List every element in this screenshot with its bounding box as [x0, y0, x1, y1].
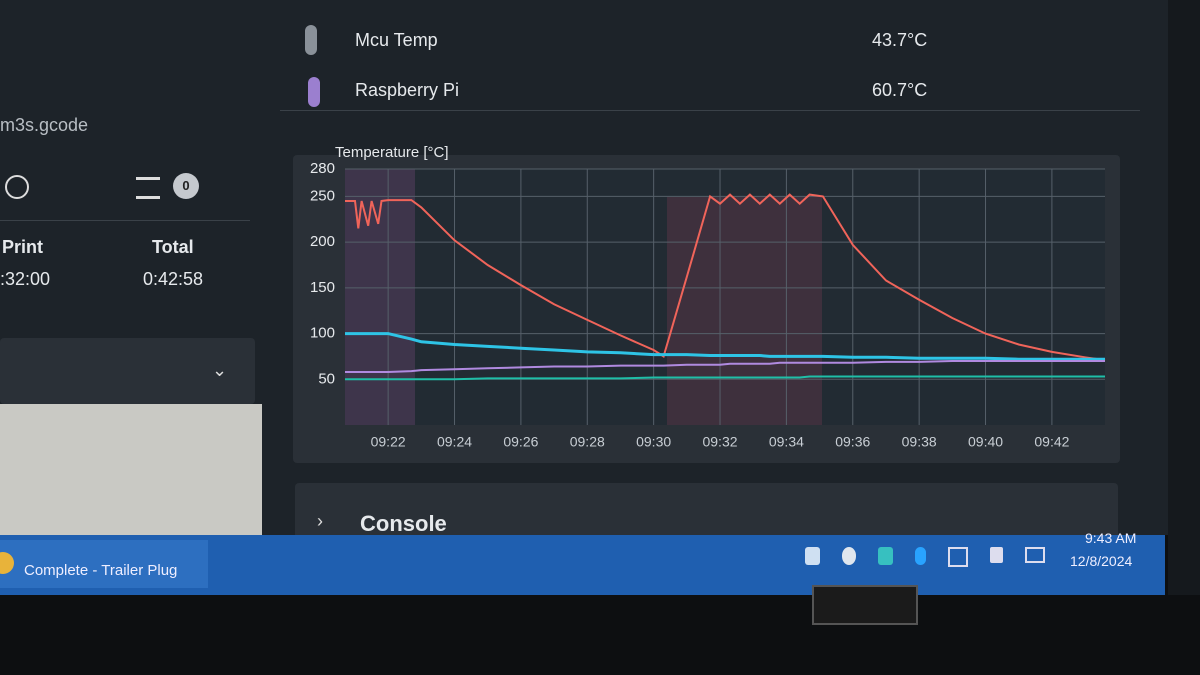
x-tick-label: 09:42: [1034, 434, 1069, 450]
y-tick-label: 280: [310, 160, 335, 177]
x-tick-label: 09:28: [570, 434, 605, 450]
temperature-line: [345, 360, 1105, 373]
screen: Mcu Temp 43.7°C Raspberry Pi 60.7°C m3s.…: [0, 0, 1170, 535]
time-label: Print: [2, 237, 44, 257]
y-tick-label: 250: [310, 187, 335, 204]
sensor-value: 60.7°C: [872, 80, 928, 100]
sensor-value: 43.7°C: [872, 30, 928, 50]
divider: [0, 220, 250, 221]
time-label: Total: [152, 237, 194, 257]
x-tick-label: 09:40: [968, 434, 1003, 450]
chevron: ›: [317, 511, 323, 531]
y-tick-label: 200: [310, 233, 335, 250]
clock-time-text: 9:43 AM: [1085, 530, 1137, 546]
monitor-notch: [812, 585, 918, 625]
temperature-line: [345, 375, 1105, 381]
y-tick-label: 100: [310, 325, 335, 342]
bezel: [1168, 0, 1200, 595]
taskbar: Complete - Trailer Plug 9:43 AM 12/8/202…: [0, 530, 1165, 595]
sensor-name: Mcu Temp: [355, 30, 438, 50]
taskbar-window[interactable]: Complete - Trailer Plug: [0, 540, 208, 588]
file-name: m3s.gcode: [0, 115, 89, 135]
x-tick-label: 09:38: [902, 434, 937, 450]
temperature-line: [345, 332, 1105, 361]
browser-icon: [0, 552, 14, 574]
queue-icon: [136, 177, 160, 199]
x-tick-label: 09:34: [769, 434, 804, 450]
tray-icons: [805, 547, 1045, 569]
clock-date-text: 12/8/2024: [1070, 553, 1133, 569]
x-tick-label: 09:26: [503, 434, 538, 450]
console-title: Console: [360, 511, 447, 535]
clock-time: 9:43 AM: [1085, 530, 1136, 546]
divider: [280, 110, 1140, 111]
y-tick-label: 50: [318, 370, 335, 387]
thermometer-icon: [308, 77, 320, 107]
x-tick-label: 09:22: [371, 434, 406, 450]
queue-count: 0: [173, 173, 199, 199]
status-panel: 0 Print :32:00 Total 0:42:58: [0, 165, 250, 305]
y-tick-label: 150: [310, 279, 335, 296]
chevron: ⌄: [212, 360, 228, 380]
chart-title: Temperature [°C]: [335, 144, 449, 161]
console-panel[interactable]: › Console: [295, 483, 1118, 535]
window-title: Complete - Trailer Plug: [24, 562, 178, 579]
x-tick-label: 09:24: [437, 434, 472, 450]
state-band: [667, 197, 822, 425]
time-value: :32:00: [0, 269, 51, 289]
temperature-chart: Temperature [°C] 50 100 150 200 250 280 09:22 09…: [310, 144, 1106, 450]
thermometer-icon: [305, 25, 317, 55]
time-value: 0:42:58: [143, 269, 204, 289]
x-tick-label: 09:32: [702, 434, 737, 450]
clock-date: 12/8/2024: [1070, 553, 1132, 569]
history-icon: [5, 175, 29, 199]
x-tick-label: 09:36: [835, 434, 870, 450]
webcam-image: [0, 404, 262, 535]
temperature-line: [345, 193, 1106, 362]
webcam-header[interactable]: ⌄: [0, 338, 255, 404]
sensor-name: Raspberry Pi: [355, 80, 460, 100]
x-tick-label: 09:30: [636, 434, 671, 450]
